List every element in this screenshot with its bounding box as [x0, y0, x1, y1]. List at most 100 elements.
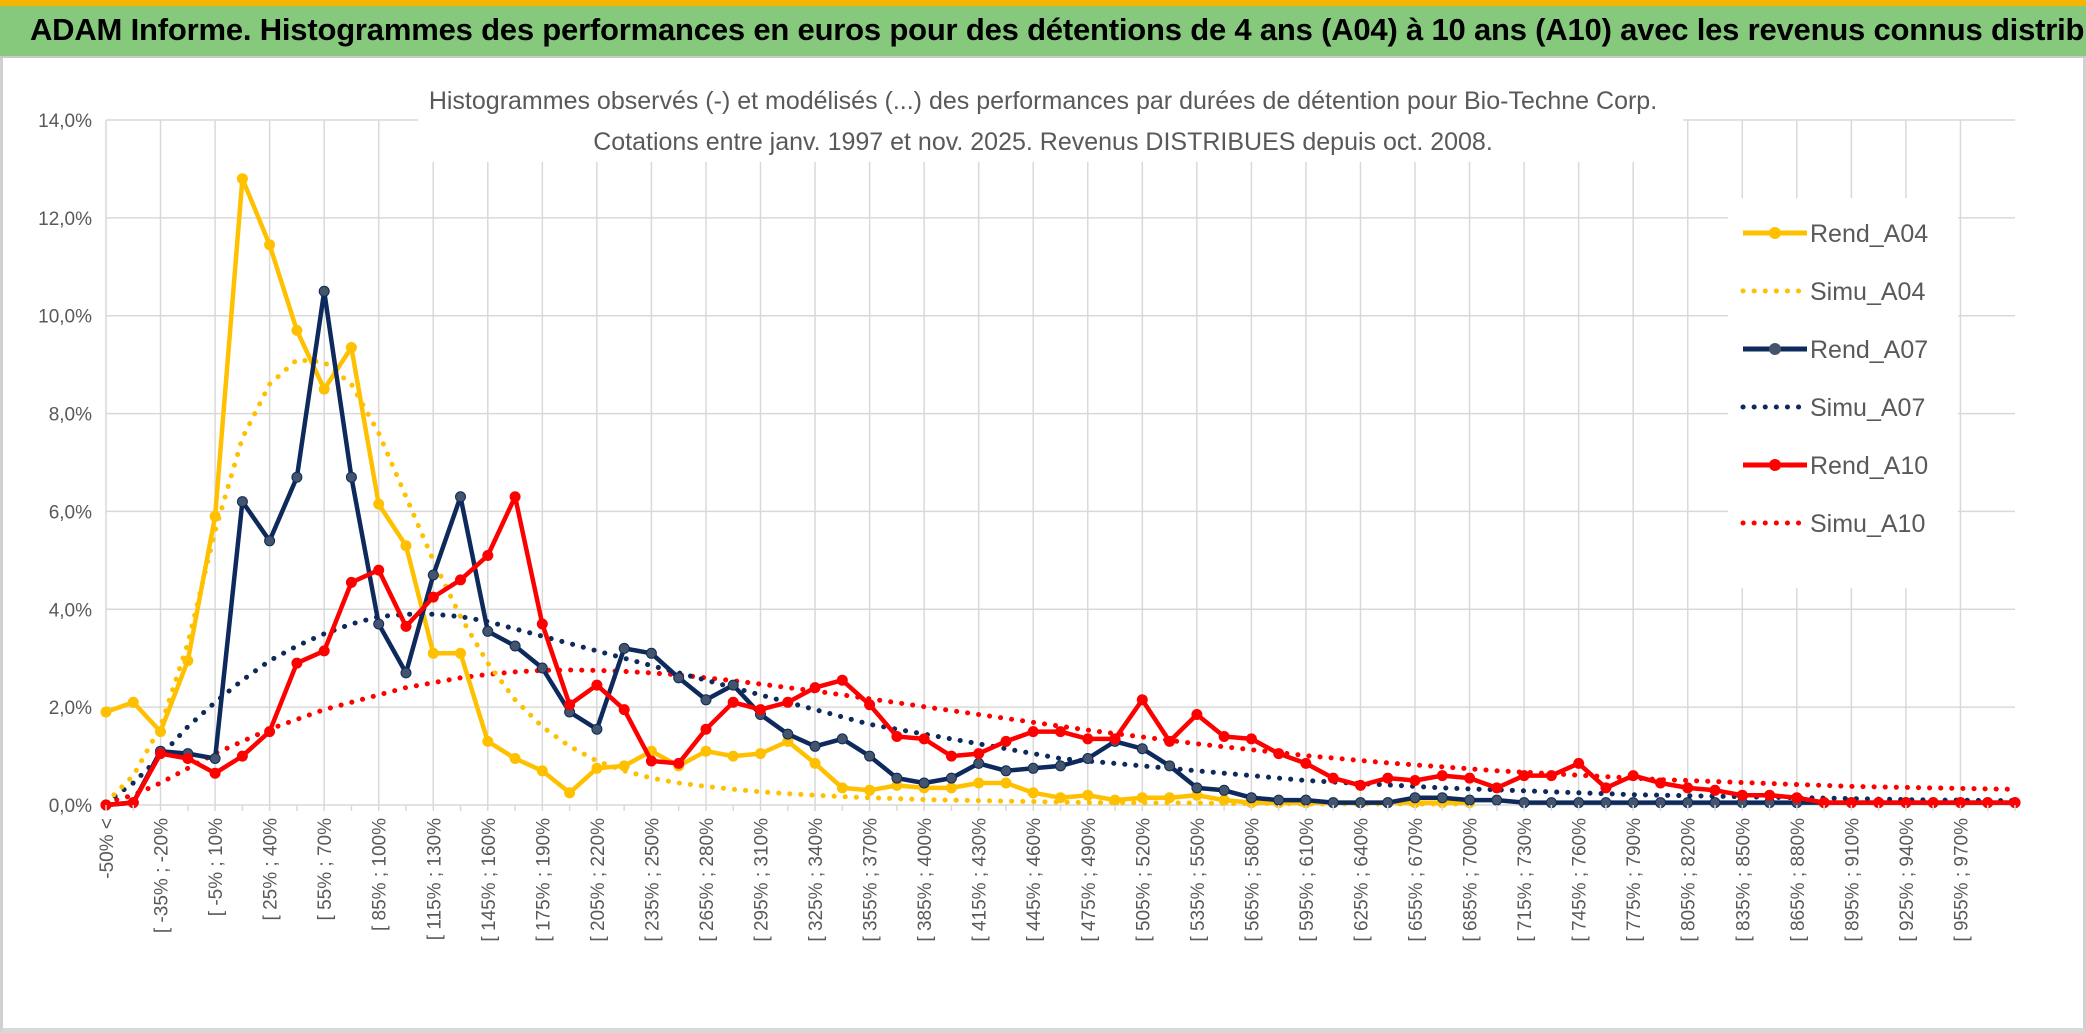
legend-item-Rend_A04: Rend_A04 [1743, 220, 1928, 248]
data-point-Rend_A10 [673, 757, 685, 769]
x-axis: -50% < [ -35% ; -20% [ -5% ; 10% [ 25% ; 40… [97, 805, 2016, 942]
data-point-Rend_A04 [564, 787, 576, 799]
data-point-Rend_A04 [1000, 777, 1012, 789]
legend-label: Simu_A10 [1810, 510, 1925, 538]
data-point-Rend_A07 [236, 496, 248, 508]
data-point-Rend_A10 [182, 753, 194, 764]
data-point-Rend_A07 [264, 535, 276, 547]
data-point-Rend_A10 [1082, 733, 1094, 745]
legend-item-Simu_A04: Simu_A04 [1740, 278, 1925, 306]
x-tick-label: [ 925% ; 940% [1897, 818, 1918, 942]
x-tick-label: -50% < [97, 818, 118, 879]
data-point-Rend_A07 [1491, 794, 1503, 806]
x-tick-label: [ 535% ; 550% [1188, 818, 1209, 942]
data-point-Rend_A07 [1409, 792, 1421, 804]
data-point-Rend_A10 [1382, 772, 1394, 784]
data-point-Rend_A07 [209, 753, 221, 764]
x-tick-label: [ 955% ; 970% [1951, 818, 1972, 942]
data-point-Rend_A07 [673, 672, 685, 684]
data-point-Rend_A07 [291, 471, 303, 483]
data-point-Rend_A07 [700, 694, 712, 706]
data-point-Rend_A04 [100, 706, 112, 718]
data-point-Rend_A10 [209, 767, 221, 779]
data-point-Rend_A07 [1055, 760, 1066, 772]
data-point-Rend_A07 [836, 733, 848, 745]
data-point-Rend_A07 [1136, 743, 1148, 755]
data-point-Rend_A07 [1027, 762, 1039, 774]
x-tick-label: [ 805% ; 820% [1679, 818, 1700, 942]
data-point-Rend_A04 [455, 647, 466, 659]
series-line-Simu_A07 [103, 611, 2018, 806]
data-point-Rend_A04 [209, 510, 221, 522]
data-point-Rend_A10 [291, 657, 303, 669]
y-tick-label: 2,0% [49, 698, 92, 719]
data-point-Rend_A10 [318, 645, 330, 657]
x-tick-label: [ 385% ; 400% [915, 818, 936, 942]
legend-label: Simu_A07 [1810, 394, 1925, 422]
data-point-Rend_A04 [400, 540, 412, 552]
x-tick-label: [ 25% ; 40% [261, 818, 282, 921]
data-point-Rend_A10 [345, 576, 357, 588]
data-point-Rend_A10 [400, 620, 412, 632]
data-point-Rend_A10 [1518, 770, 1530, 782]
data-point-Rend_A04 [1082, 789, 1094, 801]
data-point-Rend_A10 [727, 696, 739, 708]
data-point-Rend_A04 [591, 762, 603, 774]
data-point-Rend_A10 [645, 755, 657, 767]
data-point-Rend_A10 [700, 723, 712, 735]
x-tick-label: [ 295% ; 310% [752, 818, 773, 942]
y-tick-label: 14,0% [38, 111, 92, 132]
data-point-Rend_A07 [918, 777, 930, 789]
data-point-Rend_A07 [809, 740, 821, 752]
data-point-Rend_A10 [591, 679, 603, 691]
legend-label: Rend_A10 [1810, 452, 1928, 480]
data-point-Rend_A04 [345, 342, 357, 353]
chart-svg: Histogrammes observés (-) et modélisés (… [38, 70, 2021, 942]
data-point-Rend_A04 [1055, 792, 1066, 804]
x-tick-label: [ 55% ; 70% [315, 818, 336, 921]
data-point-Rend_A10 [1327, 772, 1339, 784]
grid-layer [105, 119, 2015, 806]
data-point-Rend_A04 [1218, 794, 1230, 806]
data-point-Rend_A04 [536, 765, 548, 777]
legend-label: Rend_A07 [1810, 336, 1928, 364]
data-point-Rend_A10 [1736, 789, 1748, 801]
data-point-Rend_A07 [509, 640, 521, 652]
data-point-Rend_A10 [1109, 733, 1121, 745]
y-axis: 0,0% 2,0% 4,0% 6,0% 8,0% 10,0% 12,0% 14,0% [38, 111, 92, 817]
data-point-Rend_A04 [291, 324, 303, 336]
data-point-Rend_A07 [1218, 784, 1230, 796]
x-tick-label: [ 145% ; 160% [479, 818, 500, 942]
data-point-Rend_A04 [264, 239, 276, 251]
data-point-Rend_A07 [536, 662, 548, 674]
legend-label: Rend_A04 [1810, 220, 1928, 248]
y-tick-label: 0,0% [49, 796, 92, 817]
chart-title-line-2: Cotations entre janv. 1997 et nov. 2025.… [593, 128, 1493, 156]
data-point-Rend_A10 [918, 733, 930, 745]
y-tick-label: 8,0% [49, 405, 92, 426]
data-point-Rend_A07 [1000, 765, 1012, 777]
data-point-Rend_A04 [700, 745, 712, 757]
data-point-Rend_A10 [1791, 792, 1803, 804]
data-point-Rend_A10 [1218, 731, 1230, 742]
x-tick-label: [ 775% ; 790% [1624, 818, 1645, 942]
data-point-Rend_A04 [182, 655, 194, 667]
data-point-Rend_A04 [127, 696, 139, 708]
legend-marker [1769, 343, 1781, 355]
chart-frame: Histogrammes observés (-) et modélisés (… [0, 58, 2086, 1033]
data-point-Rend_A07 [864, 750, 876, 762]
series-Simu_A10 [103, 667, 2018, 806]
data-point-Rend_A10 [1191, 709, 1203, 720]
data-point-Rend_A10 [536, 618, 548, 630]
x-tick-label: [ 835% ; 850% [1733, 818, 1754, 942]
data-point-Rend_A07 [373, 618, 385, 630]
data-point-Rend_A10 [482, 550, 494, 561]
data-point-Rend_A10 [836, 674, 848, 686]
data-point-Rend_A10 [264, 726, 276, 738]
x-tick-label: [ 895% ; 910% [1842, 818, 1863, 942]
data-point-Rend_A10 [155, 748, 166, 760]
data-point-Rend_A10 [1655, 777, 1666, 789]
series-line-Simu_A10 [103, 667, 2018, 806]
data-point-Rend_A07 [345, 471, 357, 483]
chart-title-line-1: Histogrammes observés (-) et modélisés (… [429, 87, 1657, 115]
